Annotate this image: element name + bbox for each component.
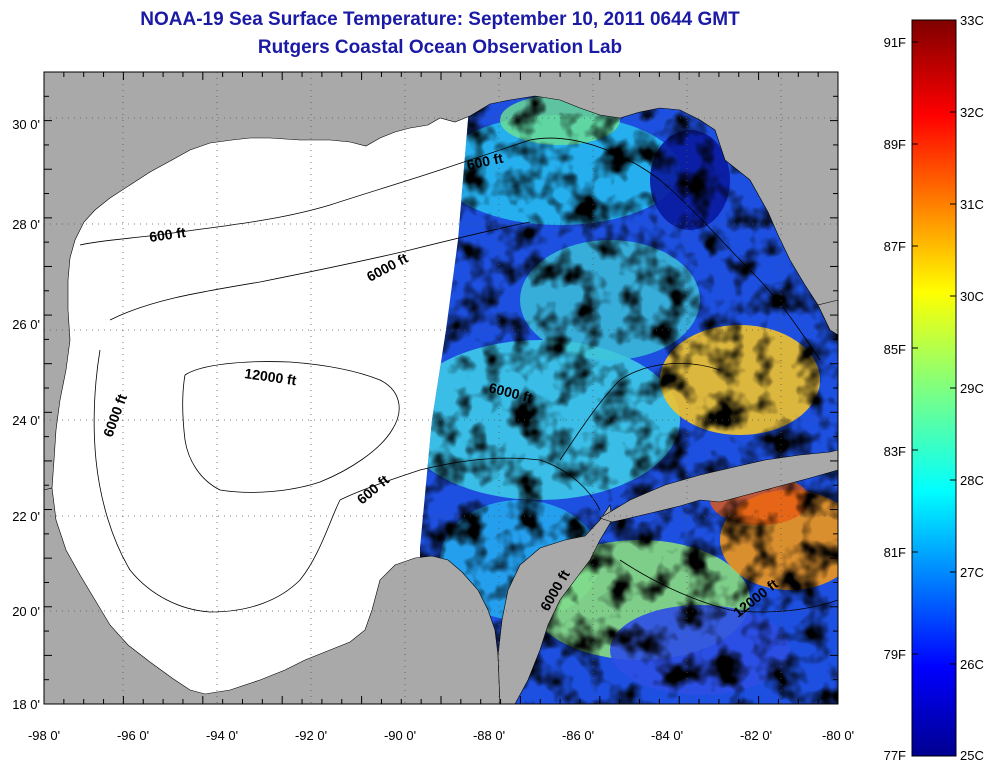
axis-ticks (43, 71, 839, 705)
colorbar-c-label: 31C (960, 197, 984, 212)
contour-label-600-north: 600 ft (465, 150, 504, 173)
land-florida-tip (817, 299, 838, 336)
x-tick-label: -80 0' (822, 728, 854, 743)
x-tick-label: -90 0' (384, 728, 416, 743)
colorbar-f-label: 89F (884, 137, 906, 152)
colorbar-f-label: 85F (884, 342, 906, 357)
y-tick-label: 18 0' (12, 697, 40, 712)
x-tick-label: -88 0' (473, 728, 505, 743)
bathymetry-contours (79, 137, 838, 613)
y-tick-label: 30 0' (12, 117, 40, 132)
contour-label-12000-center: 12000 ft (244, 365, 298, 388)
x-tick-label: -84 0' (651, 728, 683, 743)
y-tick-label: 26 0' (12, 317, 40, 332)
x-tick-label: -96 0' (117, 728, 149, 743)
colorbar-f-label: 91F (884, 35, 906, 50)
y-tick-label: 20 0' (12, 604, 40, 619)
x-tick-label: -82 0' (740, 728, 772, 743)
colorbar-c-label: 25C (960, 748, 984, 763)
colorbar-f-label: 87F (884, 239, 906, 254)
colorbar-c-label: 26C (960, 657, 984, 672)
colorbar: 91F 89F 87F 85F 83F 81F 79F 77F 33C 32C … (884, 13, 984, 763)
map-title: NOAA-19 Sea Surface Temperature: Septemb… (140, 9, 740, 30)
y-tick-label: 22 0' (12, 509, 40, 524)
sst-swath (420, 72, 838, 704)
contour-label-600-west: 600 ft (148, 224, 187, 245)
colorbar-f-label: 83F (884, 444, 906, 459)
land-yucatan (497, 504, 613, 704)
land-cuba (599, 449, 838, 523)
colorbar-c-label: 33C (960, 13, 984, 28)
x-axis: -98 0' -96 0' -94 0' -92 0' -90 0' -88 0… (28, 728, 854, 743)
x-tick-label: -94 0' (206, 728, 238, 743)
colorbar-c-label: 29C (960, 381, 984, 396)
colorbar-f-label: 77F (884, 748, 906, 763)
colorbar-c-label: 27C (960, 565, 984, 580)
colorbar-c-label: 30C (960, 289, 984, 304)
colorbar-c-label: 28C (960, 473, 984, 488)
colorbar-c-label: 32C (960, 105, 984, 120)
land-north-america (44, 72, 838, 491)
y-tick-label: 24 0' (12, 413, 40, 428)
x-tick-label: -92 0' (295, 728, 327, 743)
map-subtitle: Rutgers Coastal Ocean Observation Lab (257, 37, 623, 58)
colorbar-f-label: 81F (884, 545, 906, 560)
x-tick-label: -98 0' (28, 728, 60, 743)
colorbar-f-label: 79F (884, 647, 906, 662)
graticule (44, 72, 838, 704)
x-tick-label: -86 0' (562, 728, 594, 743)
colorbar-gradient (911, 19, 957, 757)
y-axis: 30 0' 28 0' 26 0' 24 0' 22 0' 20 0' 18 0… (12, 117, 40, 712)
y-tick-label: 28 0' (12, 217, 40, 232)
land-mexico (44, 487, 501, 704)
